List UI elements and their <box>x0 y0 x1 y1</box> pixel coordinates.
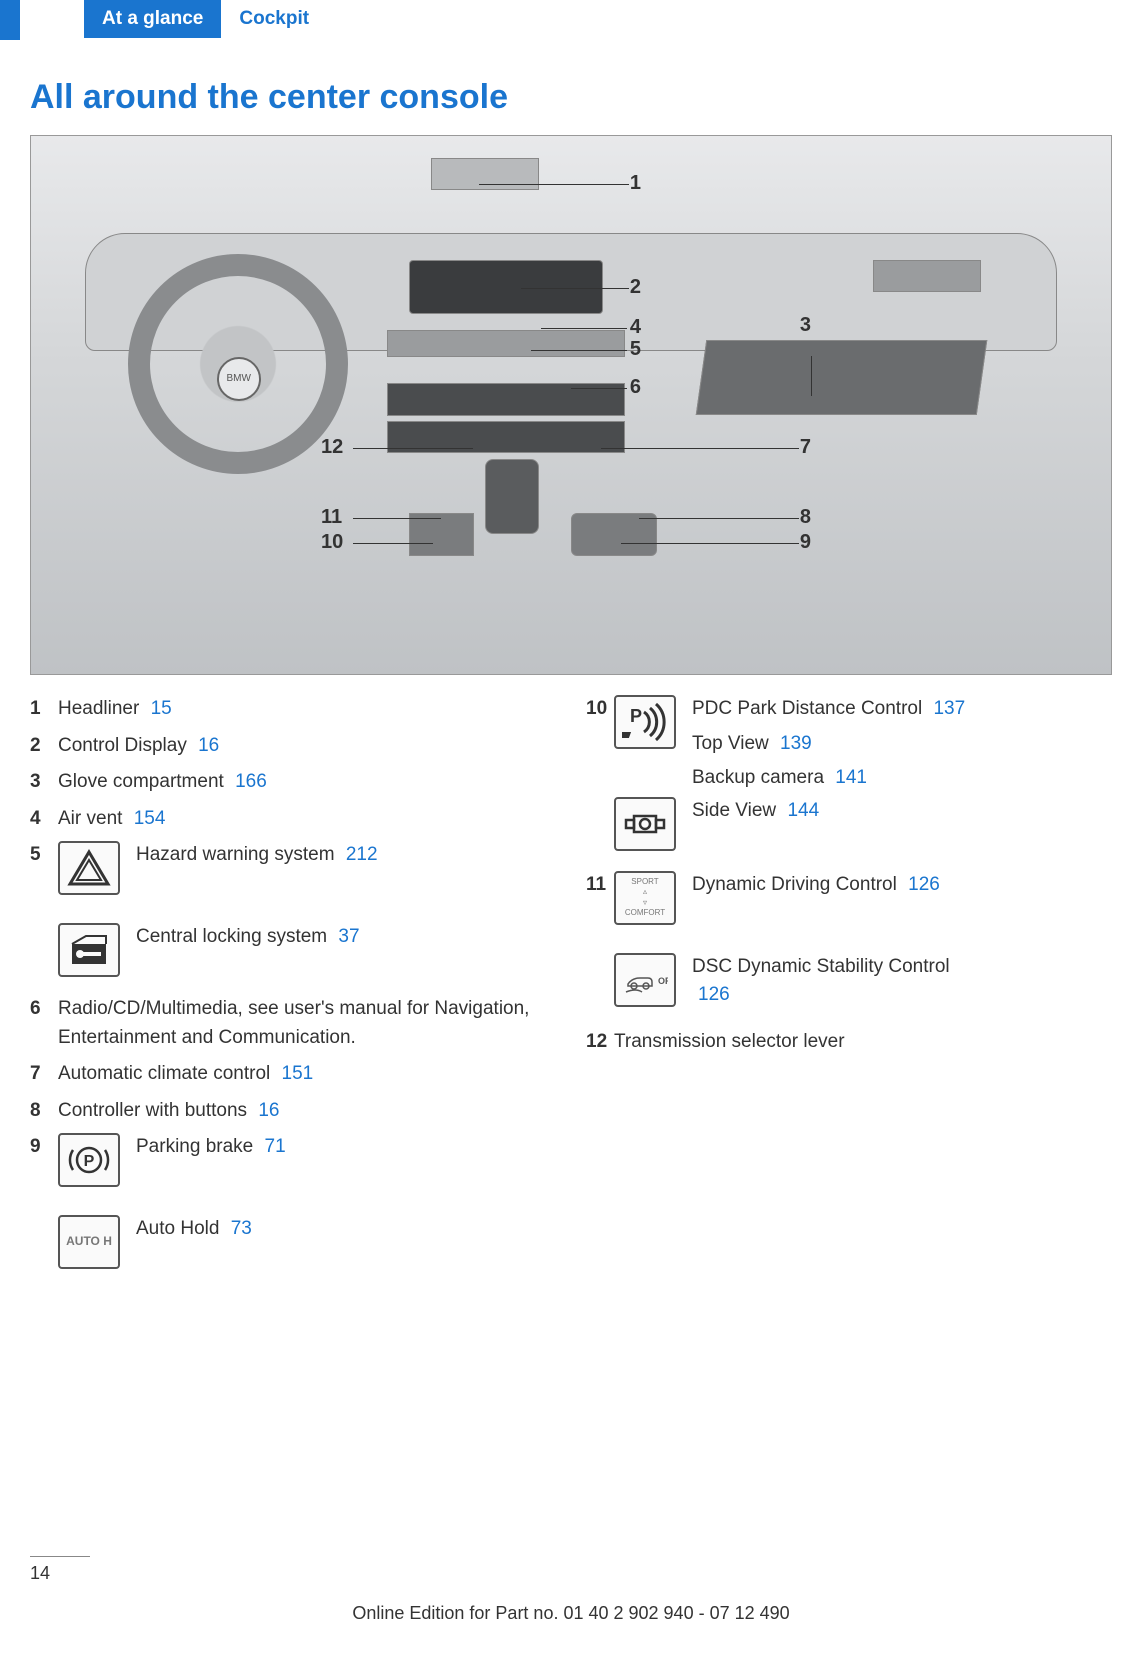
legend-text: Parking brake <box>136 1136 253 1157</box>
legend-num: 10 <box>586 695 614 861</box>
legend-left-col: 1 Headliner 15 2 Control Display 16 3 Gl… <box>30 695 556 1287</box>
page-ref[interactable]: 15 <box>151 698 172 719</box>
legend-num: 6 <box>30 995 58 1052</box>
page-ref[interactable]: 126 <box>908 874 940 895</box>
legend-text: Radio/CD/Multimedia, see user's manual f… <box>58 998 529 1048</box>
legend-num: 2 <box>30 732 58 761</box>
legend-item-10: 10 P PDC Park Distance Control 137 <box>586 695 1112 861</box>
page-title: All around the center console <box>30 78 1112 117</box>
legend-text: Control Display <box>58 735 187 756</box>
legend-item-2: 2 Control Display 16 <box>30 732 556 761</box>
legend-text: DSC Dynamic Stability Control <box>692 956 950 977</box>
callout-8: 8 <box>800 506 811 529</box>
page-ref[interactable]: 212 <box>346 844 378 865</box>
legend-num: 4 <box>30 805 58 834</box>
svg-text:P: P <box>84 1153 95 1170</box>
page-ref[interactable]: 154 <box>134 808 166 829</box>
callout-7: 7 <box>800 436 811 459</box>
legend-text: Automatic climate control <box>58 1063 270 1084</box>
central-locking-icon <box>58 923 120 977</box>
legend-text: Auto Hold <box>136 1218 219 1239</box>
page-ref[interactable]: 16 <box>198 735 219 756</box>
page-ref[interactable]: 37 <box>338 926 359 947</box>
legend-item-8: 8 Controller with buttons 16 <box>30 1097 556 1126</box>
legend-text: Controller with buttons <box>58 1100 247 1121</box>
pdc-icon: P <box>614 695 676 749</box>
tab-cockpit[interactable]: Cockpit <box>221 0 327 38</box>
legend-num: 11 <box>586 871 614 1020</box>
page-number: 14 <box>30 1556 90 1584</box>
legend-item-7: 7 Automatic climate control 151 <box>30 1060 556 1089</box>
legend-item-12: 12 Transmission selector lever <box>586 1028 1112 1057</box>
dsc-off-icon: OFF <box>614 953 676 1007</box>
legend-item-9: 9 P Parking brake 71 AUTO H <box>30 1133 556 1279</box>
legend-item-11: 11 SPORT▵▿COMFORT Dynamic Driving Contro… <box>586 871 1112 1020</box>
legend-text: Glove compartment <box>58 771 224 792</box>
page-ref[interactable]: 126 <box>698 984 730 1005</box>
tab-at-a-glance[interactable]: At a glance <box>84 0 221 38</box>
callout-1: 1 <box>630 172 641 195</box>
svg-text:P: P <box>630 706 642 726</box>
legend-text: Hazard warning system <box>136 844 335 865</box>
legend-text: Side View <box>692 800 776 821</box>
header-accent-bar <box>0 0 20 40</box>
legend-item-6: 6 Radio/CD/Multimedia, see user's manual… <box>30 995 556 1052</box>
legend-text: Air vent <box>58 808 122 829</box>
legend-num: 1 <box>30 695 58 724</box>
callout-4: 4 <box>630 316 641 339</box>
legend-text: Dynamic Driving Control <box>692 874 897 895</box>
legend-text: Top View <box>692 733 769 754</box>
legend-num: 3 <box>30 768 58 797</box>
auto-hold-icon: AUTO H <box>58 1215 120 1269</box>
page-ref[interactable]: 141 <box>835 767 867 788</box>
page-ref[interactable]: 71 <box>265 1136 286 1157</box>
callout-2: 2 <box>630 276 641 299</box>
callout-5: 5 <box>630 338 641 361</box>
legend-item-4: 4 Air vent 154 <box>30 805 556 834</box>
legend-item-5: 5 Hazard warning system 212 <box>30 841 556 987</box>
legend-text: Transmission selector lever <box>614 1031 845 1052</box>
center-console-diagram: BMW 1 2 3 4 5 6 7 8 <box>30 135 1112 675</box>
legend-num: 9 <box>30 1133 58 1279</box>
page-ref[interactable]: 16 <box>258 1100 279 1121</box>
legend-text: Headliner <box>58 698 139 719</box>
callout-9: 9 <box>800 531 811 554</box>
legend-num: 7 <box>30 1060 58 1089</box>
callout-11: 11 <box>321 506 342 529</box>
callout-10: 10 <box>321 531 343 554</box>
legend-num: 8 <box>30 1097 58 1126</box>
page-ref[interactable]: 166 <box>235 771 267 792</box>
page-ref[interactable]: 137 <box>933 698 965 719</box>
footer-caption: Online Edition for Part no. 01 40 2 902 … <box>0 1603 1142 1624</box>
legend-text: Backup camera <box>692 767 824 788</box>
header-tabs: At a glance Cockpit <box>84 0 1112 38</box>
page-ref[interactable]: 139 <box>780 733 812 754</box>
callout-12: 12 <box>321 436 343 459</box>
callout-3: 3 <box>800 314 811 337</box>
svg-text:OFF: OFF <box>658 976 668 986</box>
hazard-warning-icon <box>58 841 120 895</box>
legend-num: 12 <box>586 1028 614 1057</box>
legend-item-1: 1 Headliner 15 <box>30 695 556 724</box>
dynamic-driving-icon: SPORT▵▿COMFORT <box>614 871 676 925</box>
page-ref[interactable]: 73 <box>231 1218 252 1239</box>
page-ref[interactable]: 144 <box>787 800 819 821</box>
callout-6: 6 <box>630 376 641 399</box>
parking-brake-icon: P <box>58 1133 120 1187</box>
legend: 1 Headliner 15 2 Control Display 16 3 Gl… <box>30 695 1112 1287</box>
legend-text: Central locking system <box>136 926 327 947</box>
legend-item-3: 3 Glove compartment 166 <box>30 768 556 797</box>
page-ref[interactable]: 151 <box>282 1063 314 1084</box>
side-view-camera-icon <box>614 797 676 851</box>
legend-right-col: 10 P PDC Park Distance Control 137 <box>586 695 1112 1287</box>
legend-text: PDC Park Distance Control <box>692 698 922 719</box>
legend-num: 5 <box>30 841 58 987</box>
